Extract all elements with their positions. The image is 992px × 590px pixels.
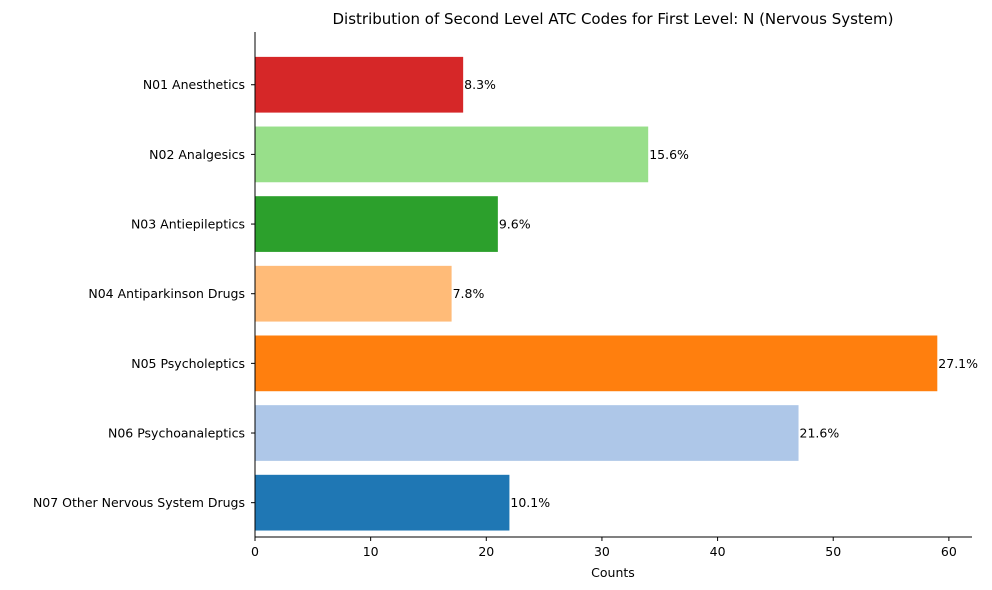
data-label: 10.1% — [510, 495, 550, 510]
bar-2 — [255, 126, 649, 183]
data-label: 15.6% — [649, 147, 689, 162]
y-tick-label: N01 Anesthetics — [143, 77, 245, 92]
x-ticks: 0 10 20 30 40 50 60 — [251, 537, 957, 559]
bar-6 — [255, 405, 799, 461]
bars-group — [255, 56, 938, 531]
y-tick-label: N02 Analgesics — [149, 147, 245, 162]
y-tick-label: N03 Antiepileptics — [131, 217, 245, 232]
x-tick-label: 60 — [941, 544, 957, 559]
x-tick-label: 50 — [825, 544, 841, 559]
data-label: 8.3% — [464, 77, 496, 92]
bar-1 — [255, 56, 464, 113]
y-tick-labels: N01 Anesthetics N02 Analgesics N03 Antiepi… — [33, 77, 255, 510]
x-tick-label: 0 — [251, 544, 259, 559]
chart-title: Distribution of Second Level ATC Codes f… — [333, 10, 894, 28]
y-tick-label: N07 Other Nervous System Drugs — [33, 495, 245, 510]
bar-5 — [255, 335, 938, 392]
bar-4 — [255, 265, 452, 322]
x-tick-label: 30 — [594, 544, 610, 559]
y-tick-label: N04 Antiparkinson Drugs — [88, 286, 245, 301]
data-label: 27.1% — [938, 356, 978, 371]
x-axis-label: Counts — [591, 565, 635, 580]
bar-7 — [255, 474, 510, 531]
data-label: 7.8% — [453, 286, 485, 301]
y-tick-label: N05 Psycholeptics — [131, 356, 245, 371]
data-labels: 8.3% 15.6% 9.6% 7.8% 27.1% 21.6% 10.1% — [453, 77, 979, 510]
data-label: 21.6% — [800, 426, 840, 441]
x-tick-label: 40 — [710, 544, 726, 559]
y-tick-label: N06 Psychoanaleptics — [108, 426, 245, 441]
bar-3 — [255, 196, 498, 252]
x-tick-label: 10 — [363, 544, 379, 559]
x-tick-label: 20 — [478, 544, 494, 559]
data-label: 9.6% — [499, 217, 531, 232]
